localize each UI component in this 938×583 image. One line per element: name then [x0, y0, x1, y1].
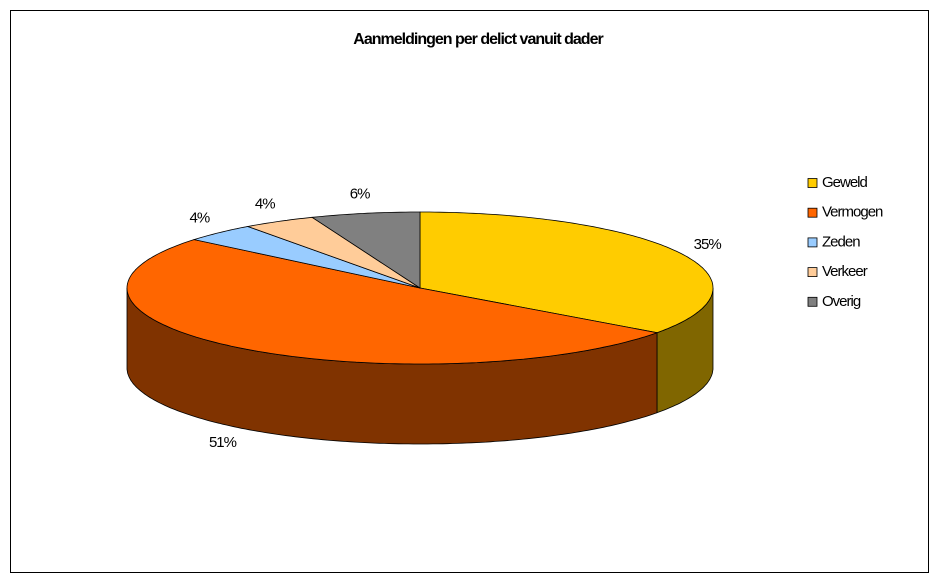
legend-label: Zeden: [822, 233, 860, 250]
slice: [126, 239, 659, 365]
legend-swatch: [807, 207, 818, 218]
data-label: 35%: [694, 236, 722, 253]
legend-swatch: [807, 237, 818, 248]
data-label: 4%: [190, 210, 210, 227]
legend-label: Vermogen: [822, 204, 883, 221]
slice: [192, 226, 421, 289]
data-label: 4%: [255, 196, 275, 213]
data-label: 6%: [350, 186, 370, 203]
legend-swatch: [807, 267, 818, 278]
legend-swatch: [807, 178, 818, 188]
slice: [246, 216, 421, 289]
slice: [419, 211, 714, 334]
slice: [310, 211, 421, 289]
legend-swatch: [807, 296, 818, 307]
legend-label: Geweld: [822, 174, 868, 191]
data-label: 51%: [209, 434, 237, 451]
legend-label: Verkeer: [822, 263, 868, 280]
chart-title: Aanmeldingen per delict vanuit dader: [353, 31, 603, 48]
legend-label: Overig: [822, 293, 861, 310]
